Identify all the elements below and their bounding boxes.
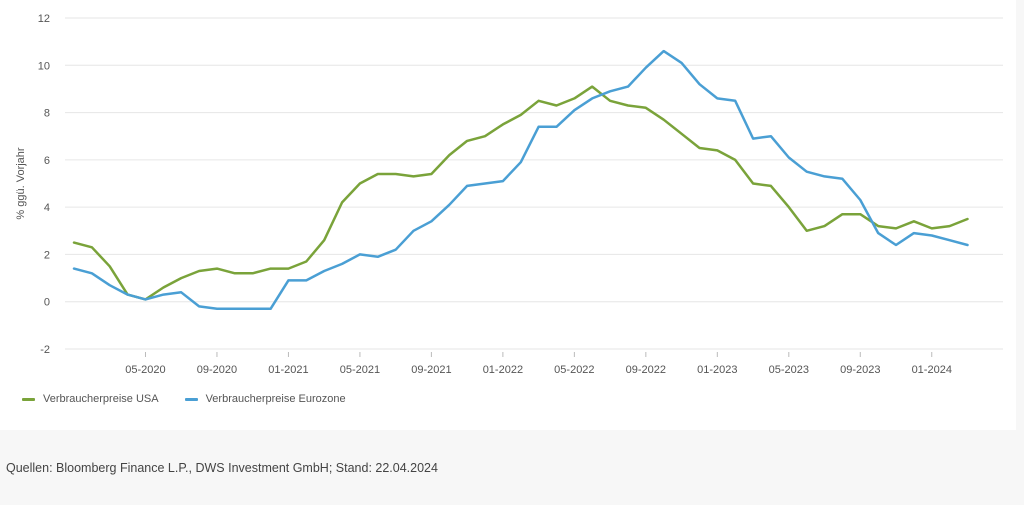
y-tick-label: 0 <box>44 297 50 309</box>
y-tick-label: 8 <box>44 108 50 120</box>
x-tick-label: 05-2021 <box>340 364 380 376</box>
x-tick-label: 09-2022 <box>626 364 666 376</box>
y-tick-labels: -2 0 2 4 6 8 10 12 <box>38 13 50 356</box>
y-tick-label: 4 <box>44 202 50 214</box>
y-tick-label: 6 <box>44 155 50 167</box>
x-tick-label: 01-2021 <box>268 364 308 376</box>
y-tick-label: 10 <box>38 60 50 72</box>
x-tick-label: 05-2023 <box>769 364 809 376</box>
x-tick-labels: 05-2020 09-2020 01-2021 05-2021 09-2021 01-20… <box>125 352 952 376</box>
source-note: Quellen: Bloomberg Finance L.P., DWS Inv… <box>6 461 438 475</box>
legend-item-eurozone[interactable]: Verbraucherpreise Eurozone <box>184 393 346 405</box>
x-tick-label: 01-2024 <box>912 364 952 376</box>
legend-swatch-usa <box>22 397 35 401</box>
x-tick-label: 01-2022 <box>483 364 523 376</box>
y-tick-label: 2 <box>44 249 50 261</box>
legend-item-usa[interactable]: Verbraucherpreise USA <box>22 393 159 405</box>
legend-swatch-eurozone <box>184 397 198 401</box>
x-tick-label: 09-2023 <box>840 364 880 376</box>
x-tick-label: 05-2022 <box>554 364 594 376</box>
x-tick-label: 05-2020 <box>125 364 165 376</box>
grid-lines <box>65 17 1003 350</box>
y-tick-label: -2 <box>40 344 50 356</box>
legend-label-usa: Verbraucherpreise USA <box>43 393 159 405</box>
x-tick-label: 09-2020 <box>197 364 237 376</box>
series-lines <box>72 49 969 311</box>
legend-label-eurozone: Verbraucherpreise Eurozone <box>205 393 346 405</box>
y-axis-label: % ggü. Vorjahr <box>15 147 27 219</box>
x-tick-label: 09-2021 <box>411 364 451 376</box>
legend: Verbraucherpreise USA Verbraucherpreise … <box>22 393 346 405</box>
chart-card: -2 0 2 4 6 8 10 12 05-2020 09-2020 01-2021 05-2021… <box>15 13 1003 405</box>
series-line-usa[interactable] <box>72 85 969 301</box>
line-chart: -2 0 2 4 6 8 10 12 05-2020 09-2020 01-2021 05-2021… <box>15 13 1003 376</box>
series-line-eurozone[interactable] <box>72 49 969 311</box>
y-tick-label: 12 <box>38 13 50 25</box>
x-tick-label: 01-2023 <box>697 364 737 376</box>
